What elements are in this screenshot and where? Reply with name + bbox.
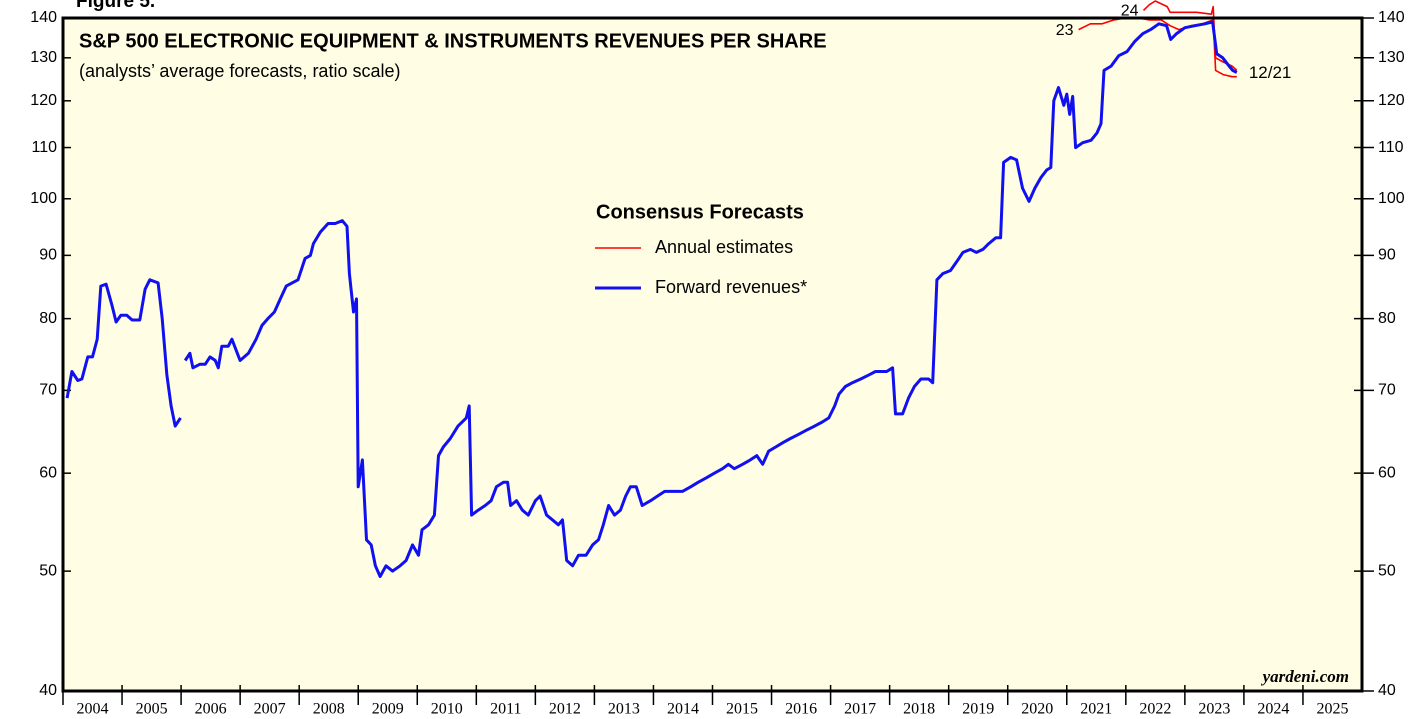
x-tick-label: 2014 (667, 701, 699, 718)
plot-frame (61, 16, 1364, 693)
legend-label: Annual estimates (655, 237, 793, 257)
chart-title: S&P 500 ELECTRONIC EQUIPMENT & INSTRUMEN… (79, 30, 827, 52)
x-tick-label: 2021 (1080, 701, 1112, 718)
y2-tick-label: 120 (1378, 92, 1405, 109)
figure-label: Figure 5. (76, 0, 155, 12)
legend-title: Consensus Forecasts (596, 201, 804, 223)
x-tick-label: 2022 (1139, 701, 1171, 718)
y-tick-label: 60 (39, 464, 57, 481)
series-label: 24 (1121, 3, 1139, 20)
x-tick-label: 2018 (903, 701, 935, 718)
y-tick-label: 120 (30, 92, 57, 109)
y-tick-label: 100 (30, 190, 57, 207)
series-line (1078, 17, 1237, 78)
y2-tick-label: 100 (1378, 190, 1405, 207)
y2-tick-label: 80 (1378, 310, 1396, 327)
x-tick-label: 2025 (1316, 701, 1348, 718)
legend-label: Forward revenues* (655, 277, 807, 297)
chart-subtitle: (analysts’ average forecasts, ratio scal… (79, 61, 400, 81)
x-tick-label: 2005 (136, 701, 168, 718)
y-tick-label: 130 (30, 49, 57, 66)
series-line (65, 20, 1238, 578)
y2-tick-label: 110 (1378, 139, 1404, 156)
series-line (1142, 0, 1238, 71)
y2-tick-label: 50 (1378, 562, 1396, 579)
plot-background (63, 18, 1362, 691)
source-label: yardeni.com (1261, 667, 1349, 686)
x-tick-label: 2023 (1198, 701, 1230, 718)
x-tick-label: 2015 (726, 701, 758, 718)
y-tick-label: 40 (39, 682, 57, 699)
x-tick-label: 2013 (608, 701, 640, 718)
y-tick-label: 80 (39, 310, 57, 327)
x-tick-label: 2012 (549, 701, 581, 718)
y2-tick-label: 140 (1378, 9, 1405, 26)
x-tick-label: 2020 (1021, 701, 1053, 718)
x-tick-label: 2008 (313, 701, 345, 718)
x-tick-label: 2011 (490, 701, 521, 718)
x-tick-label: 2007 (254, 701, 286, 718)
y-tick-label: 110 (31, 139, 57, 156)
x-tick-label: 2017 (844, 701, 876, 718)
x-tick-label: 2009 (372, 701, 404, 718)
y-tick-label: 50 (39, 562, 57, 579)
x-tick-label: 2010 (431, 701, 463, 718)
x-tick-label: 2004 (77, 701, 109, 718)
x-tick-label: 2006 (195, 701, 227, 718)
x-tick-label: 2024 (1257, 701, 1289, 718)
x-tick-label: 2019 (962, 701, 994, 718)
y2-tick-label: 90 (1378, 247, 1396, 264)
y2-tick-label: 60 (1378, 464, 1396, 481)
y2-tick-label: 70 (1378, 382, 1396, 399)
end-label: 12/21 (1249, 63, 1292, 82)
y-tick-label: 90 (39, 247, 57, 264)
y2-tick-label: 40 (1378, 682, 1396, 699)
x-tick-label: 2016 (785, 701, 817, 718)
y2-tick-label: 130 (1378, 49, 1405, 66)
y-tick-label: 140 (30, 9, 57, 26)
series-label: 23 (1056, 22, 1074, 39)
y-tick-label: 70 (39, 382, 57, 399)
